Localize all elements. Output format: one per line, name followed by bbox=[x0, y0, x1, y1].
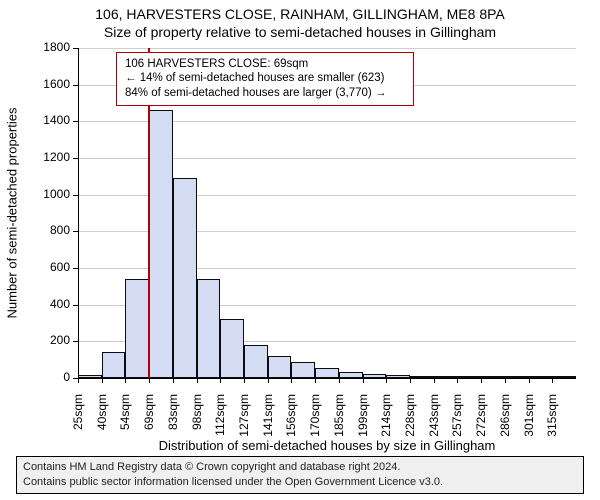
x-tick-label: 228sqm bbox=[403, 394, 417, 454]
histogram-bar bbox=[197, 279, 221, 378]
x-tick-label: 141sqm bbox=[261, 394, 275, 454]
y-tick bbox=[73, 341, 78, 342]
histogram-bar bbox=[315, 368, 339, 378]
x-tick-label: 25sqm bbox=[71, 394, 85, 454]
title-block: 106, HARVESTERS CLOSE, RAINHAM, GILLINGH… bbox=[0, 6, 600, 41]
chart-title-line2: Size of property relative to semi-detach… bbox=[0, 24, 600, 42]
x-tick-label: 156sqm bbox=[284, 394, 298, 454]
x-tick-label: 170sqm bbox=[308, 394, 322, 454]
x-tick bbox=[410, 378, 411, 383]
x-tick bbox=[149, 378, 150, 383]
annotation-line: 84% of semi-detached houses are larger (… bbox=[125, 86, 405, 100]
x-tick-label: 69sqm bbox=[142, 394, 156, 454]
y-tick bbox=[73, 231, 78, 232]
x-tick bbox=[268, 378, 269, 383]
x-tick-label: 315sqm bbox=[545, 394, 559, 454]
histogram-bar bbox=[220, 319, 244, 378]
y-tick-label: 200 bbox=[30, 333, 70, 347]
y-tick-label: 1200 bbox=[30, 150, 70, 164]
x-tick bbox=[102, 378, 103, 383]
x-tick bbox=[481, 378, 482, 383]
x-tick-label: 214sqm bbox=[379, 394, 393, 454]
copyright-line: Contains public sector information licen… bbox=[23, 475, 577, 489]
x-tick bbox=[552, 378, 553, 383]
y-tick-label: 1000 bbox=[30, 187, 70, 201]
x-tick-label: 243sqm bbox=[427, 394, 441, 454]
gridline bbox=[78, 48, 576, 49]
y-tick bbox=[73, 195, 78, 196]
y-tick bbox=[73, 305, 78, 306]
x-tick bbox=[529, 378, 530, 383]
y-tick bbox=[73, 268, 78, 269]
x-tick-label: 185sqm bbox=[332, 394, 346, 454]
y-axis-line bbox=[78, 48, 79, 378]
y-axis-title: Number of semi-detached properties bbox=[5, 108, 20, 319]
annotation-line: 106 HARVESTERS CLOSE: 69sqm bbox=[125, 57, 405, 71]
copyright-line: Contains HM Land Registry data © Crown c… bbox=[23, 460, 577, 474]
histogram-bar bbox=[102, 352, 126, 378]
x-axis-title: Distribution of semi-detached houses by … bbox=[159, 438, 496, 453]
y-tick-label: 1800 bbox=[30, 40, 70, 54]
x-tick bbox=[457, 378, 458, 383]
x-tick-label: 98sqm bbox=[190, 394, 204, 454]
y-tick-label: 1600 bbox=[30, 77, 70, 91]
x-axis-line bbox=[78, 378, 576, 379]
histogram-bar bbox=[173, 178, 197, 378]
histogram-bar bbox=[268, 356, 292, 378]
x-tick bbox=[434, 378, 435, 383]
histogram-bar bbox=[291, 362, 315, 379]
x-tick-label: 286sqm bbox=[498, 394, 512, 454]
x-tick-label: 54sqm bbox=[118, 394, 132, 454]
x-tick-label: 257sqm bbox=[450, 394, 464, 454]
x-tick bbox=[386, 378, 387, 383]
y-tick-label: 0 bbox=[30, 370, 70, 384]
x-tick bbox=[339, 378, 340, 383]
x-tick-label: 112sqm bbox=[213, 394, 227, 454]
x-tick-label: 272sqm bbox=[474, 394, 488, 454]
annotation-line: ← 14% of semi-detached houses are smalle… bbox=[125, 71, 405, 85]
y-tick bbox=[73, 158, 78, 159]
annotation-box: 106 HARVESTERS CLOSE: 69sqm ← 14% of sem… bbox=[116, 52, 414, 106]
y-tick-label: 400 bbox=[30, 297, 70, 311]
x-tick-label: 127sqm bbox=[237, 394, 251, 454]
x-tick bbox=[173, 378, 174, 383]
histogram-bar bbox=[125, 279, 149, 378]
x-tick bbox=[197, 378, 198, 383]
x-tick bbox=[220, 378, 221, 383]
y-tick-label: 1400 bbox=[30, 113, 70, 127]
y-tick-label: 600 bbox=[30, 260, 70, 274]
x-tick bbox=[78, 378, 79, 383]
x-tick-label: 199sqm bbox=[356, 394, 370, 454]
x-tick bbox=[363, 378, 364, 383]
y-tick-label: 800 bbox=[30, 223, 70, 237]
x-tick-label: 40sqm bbox=[95, 394, 109, 454]
histogram-bar bbox=[244, 345, 268, 378]
x-tick bbox=[244, 378, 245, 383]
x-tick bbox=[505, 378, 506, 383]
y-tick bbox=[73, 121, 78, 122]
y-tick bbox=[73, 48, 78, 49]
x-tick-label: 301sqm bbox=[522, 394, 536, 454]
x-tick bbox=[315, 378, 316, 383]
copyright-box: Contains HM Land Registry data © Crown c… bbox=[16, 456, 584, 494]
x-tick bbox=[291, 378, 292, 383]
x-tick bbox=[125, 378, 126, 383]
x-tick-label: 83sqm bbox=[166, 394, 180, 454]
y-tick bbox=[73, 85, 78, 86]
chart-title-line1: 106, HARVESTERS CLOSE, RAINHAM, GILLINGH… bbox=[0, 6, 600, 24]
histogram-bar bbox=[149, 110, 173, 378]
figure: 106, HARVESTERS CLOSE, RAINHAM, GILLINGH… bbox=[0, 0, 600, 500]
